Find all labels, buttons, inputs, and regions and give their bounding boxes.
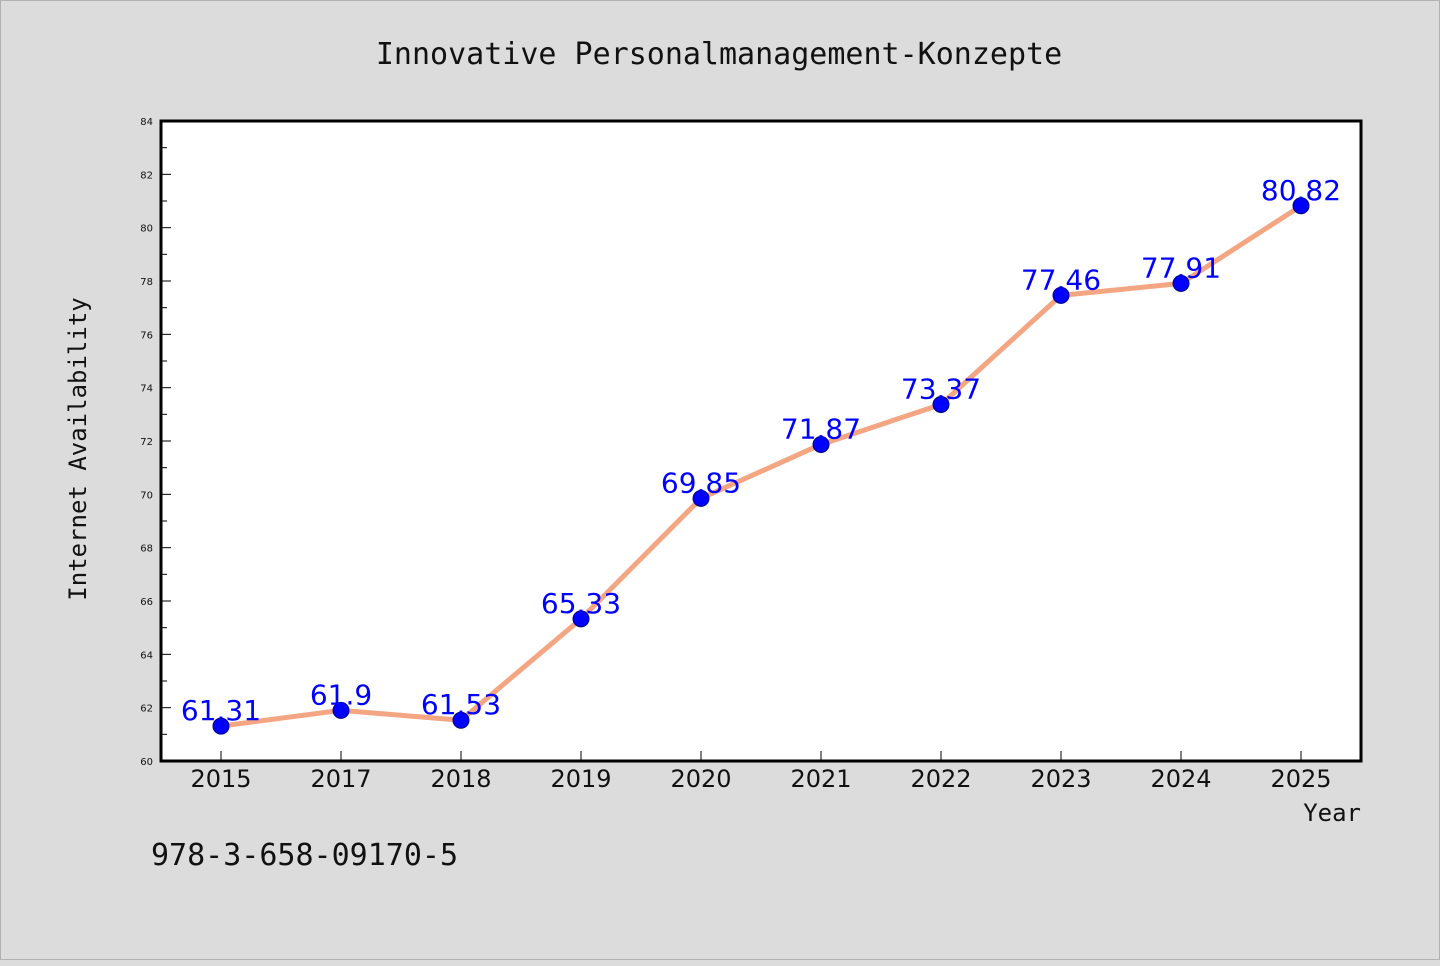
data-point xyxy=(572,610,590,628)
data-labels: 61.31 61.9 61.53 65.33 69.85 71.87 73.37 77.46 7… xyxy=(181,174,1341,727)
data-point xyxy=(1292,197,1310,215)
isbn-annotation: 978-3-658-09170-5 xyxy=(151,838,458,873)
y-axis: 60 62 64 66 68 70 72 74 76 78 80 82 84 xyxy=(140,117,171,768)
y-tick-label: 68 xyxy=(140,544,153,555)
x-tick-label: 2021 xyxy=(790,765,851,793)
data-label: 71.87 xyxy=(781,412,861,445)
data-label: 73.37 xyxy=(901,372,981,405)
data-label: 61.53 xyxy=(421,688,501,721)
series-line xyxy=(218,203,1304,729)
y-tick-label: 78 xyxy=(140,277,153,288)
y-tick-label: 72 xyxy=(140,437,153,448)
data-label: 69.85 xyxy=(661,466,741,499)
x-tick-label: 2022 xyxy=(910,765,971,793)
data-point xyxy=(212,717,230,735)
data-point xyxy=(812,435,830,453)
data-label: 65.33 xyxy=(541,587,621,620)
y-axis-label: Internet Availability xyxy=(64,297,92,600)
data-point xyxy=(692,489,710,507)
data-label: 80.82 xyxy=(1261,174,1341,207)
x-tick-label: 2024 xyxy=(1150,765,1211,793)
y-tick-label: 80 xyxy=(140,224,153,235)
data-label: 61.31 xyxy=(181,694,261,727)
y-tick-label: 66 xyxy=(140,597,153,608)
x-tick-label: 2017 xyxy=(310,765,371,793)
data-label: 77.91 xyxy=(1141,251,1221,284)
data-point xyxy=(932,395,950,413)
y-tick-label: 62 xyxy=(140,704,153,715)
y-tick-label: 74 xyxy=(140,384,153,395)
series-markers xyxy=(212,197,1310,735)
x-axis-label: Year xyxy=(1303,799,1361,827)
data-point xyxy=(452,711,470,729)
y-tick-label: 60 xyxy=(140,757,153,768)
x-tick-label: 2025 xyxy=(1270,765,1331,793)
y-tick-label: 76 xyxy=(140,330,153,341)
y-tick-label: 70 xyxy=(140,490,153,501)
data-point xyxy=(332,701,350,719)
data-label: 77.46 xyxy=(1021,263,1101,296)
chart-title: Innovative Personalmanagement-Konzepte xyxy=(376,37,1062,72)
x-tick-label: 2019 xyxy=(550,765,611,793)
plot-area xyxy=(159,119,1363,763)
y-tick-label: 84 xyxy=(140,117,153,128)
y-tick-label: 64 xyxy=(140,650,153,661)
x-tick-label: 2018 xyxy=(430,765,491,793)
data-label: 61.9 xyxy=(310,678,372,711)
x-axis: 2015 2017 2018 2019 2020 2021 2022 2023 2024 2025 xyxy=(190,751,1332,793)
x-tick-label: 2020 xyxy=(670,765,731,793)
data-point xyxy=(1052,286,1070,304)
y-tick-label: 82 xyxy=(140,170,153,181)
x-tick-label: 2023 xyxy=(1030,765,1091,793)
data-point xyxy=(1172,274,1190,292)
x-tick-label: 2015 xyxy=(190,765,251,793)
